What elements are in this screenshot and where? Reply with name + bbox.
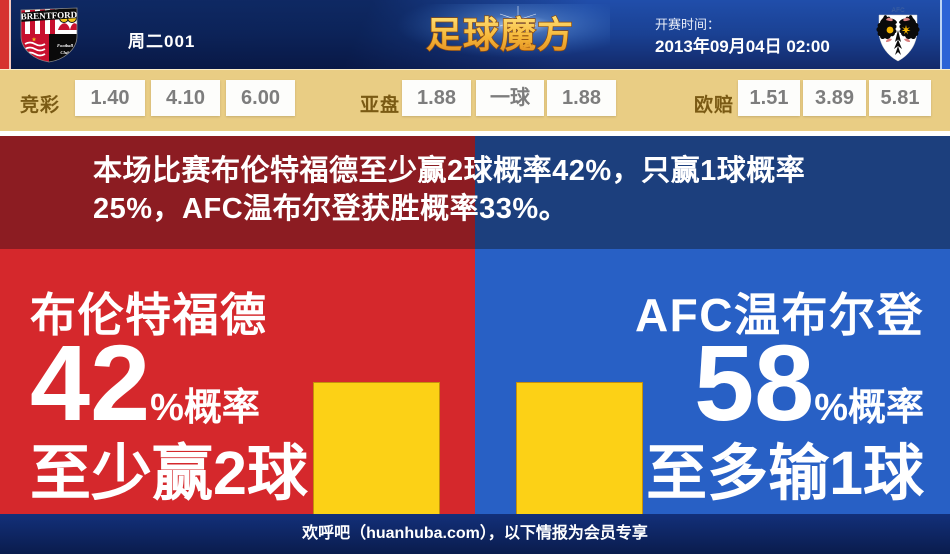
svg-text:BRENTFORD: BRENTFORD xyxy=(20,10,77,22)
svg-text:★: ★ xyxy=(32,37,37,43)
svg-text:Football: Football xyxy=(57,43,74,48)
svg-text:足球魔方: 足球魔方 xyxy=(426,14,574,55)
svg-text:AFC: AFC xyxy=(891,7,905,14)
